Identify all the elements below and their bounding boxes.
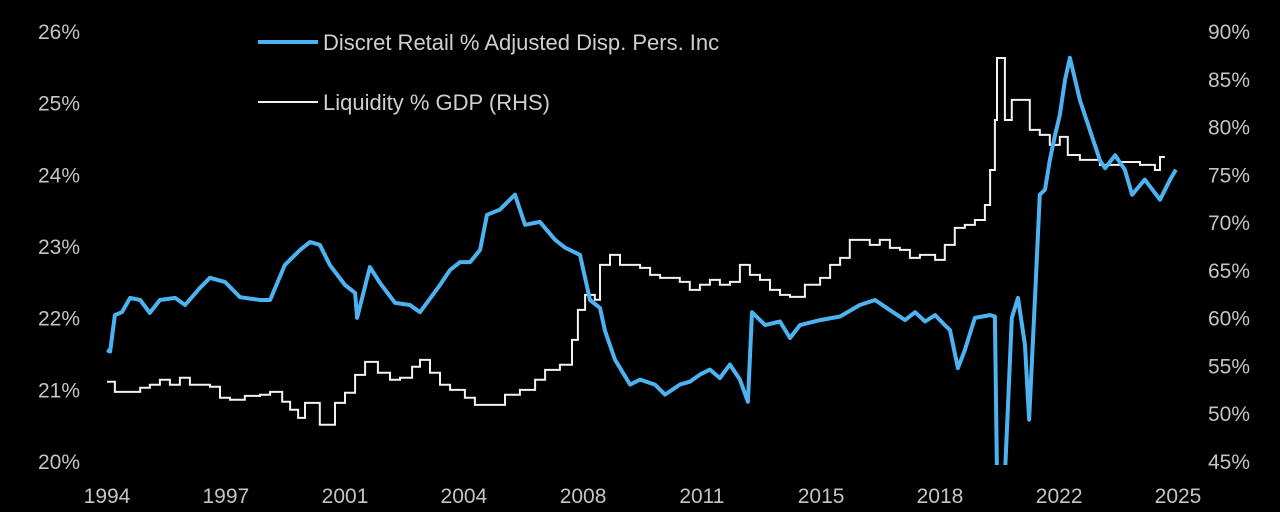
x-tick-label: 2015 (798, 485, 845, 508)
x-tick-label: 2025 (1155, 485, 1202, 508)
right-tick-label: 60% (1208, 308, 1250, 331)
x-tick-label: 2004 (441, 485, 488, 508)
series-line-discret-retail (106, 55, 1178, 465)
left-axis: 20% 21% 22% 23% 24% 25% 26% (38, 21, 80, 474)
right-axis: 45% 50% 55% 60% 65% 70% 75% 80% 85% 90% (1208, 21, 1250, 474)
legend-label-discret-retail: Discret Retail % Adjusted Disp. Pers. In… (323, 30, 719, 55)
x-tick-label: 2018 (917, 485, 964, 508)
right-tick-label: 80% (1208, 117, 1250, 140)
right-tick-label: 50% (1208, 403, 1250, 426)
right-tick-label: 45% (1208, 451, 1250, 474)
left-tick-label: 24% (38, 164, 80, 187)
right-tick-label: 55% (1208, 355, 1250, 378)
legend: Discret Retail % Adjusted Disp. Pers. In… (258, 30, 719, 115)
x-tick-label: 2001 (322, 485, 369, 508)
x-tick-label: 1997 (202, 485, 249, 508)
x-tick-label: 2011 (679, 485, 724, 508)
right-tick-label: 85% (1208, 69, 1250, 92)
right-tick-label: 65% (1208, 260, 1250, 283)
left-tick-label: 23% (38, 236, 80, 259)
left-tick-label: 22% (38, 308, 80, 331)
right-tick-label: 90% (1208, 21, 1250, 44)
left-tick-label: 26% (38, 21, 80, 44)
x-tick-label: 1994 (84, 485, 131, 508)
x-tick-label: 2022 (1036, 485, 1083, 508)
left-tick-label: 25% (38, 93, 80, 116)
series-line-liquidity-gdp (107, 57, 1165, 426)
left-tick-label: 21% (38, 379, 80, 402)
left-tick-label: 20% (38, 451, 80, 474)
x-axis: 1994 1997 2001 2004 2008 2011 2015 2018 2022 2025 (84, 485, 1202, 508)
right-tick-label: 75% (1208, 164, 1250, 187)
legend-label-liquidity-gdp: Liquidity % GDP (RHS) (323, 90, 550, 115)
right-tick-label: 70% (1208, 212, 1250, 235)
x-tick-label: 2008 (560, 485, 607, 508)
